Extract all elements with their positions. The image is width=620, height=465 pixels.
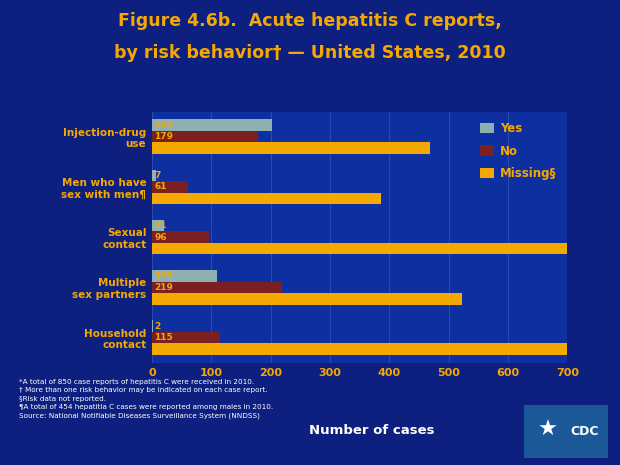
Text: Figure 4.6b.  Acute hepatitis C reports,: Figure 4.6b. Acute hepatitis C reports, [118, 12, 502, 30]
Bar [152, 220, 164, 232]
Text: 7: 7 [154, 171, 161, 180]
Text: Number of cases: Number of cases [309, 424, 435, 437]
Text: by risk behavior† — United States, 2010: by risk behavior† — United States, 2010 [114, 44, 506, 62]
Bar [152, 131, 258, 142]
Text: 733: 733 [154, 244, 173, 253]
Text: 469: 469 [154, 144, 173, 153]
Text: 96: 96 [154, 232, 167, 242]
Text: 219: 219 [154, 283, 173, 292]
Bar [152, 120, 272, 131]
Bar [152, 293, 462, 305]
Text: *A total of 850 case reports of hepatitis C were received in 2010.
† More than o: *A total of 850 case reports of hepatiti… [19, 379, 273, 419]
Text: 733: 733 [154, 345, 173, 354]
Bar [152, 170, 156, 181]
Text: 21: 21 [154, 221, 167, 230]
Bar [152, 270, 216, 282]
Text: 386: 386 [154, 194, 173, 203]
Bar [152, 243, 587, 254]
Text: 2: 2 [154, 321, 161, 331]
Text: 61: 61 [154, 182, 167, 192]
Bar [152, 181, 188, 193]
Bar [152, 332, 220, 343]
Text: 115: 115 [154, 333, 173, 342]
Text: 179: 179 [154, 132, 173, 141]
Legend: Yes, No, Missing§: Yes, No, Missing§ [476, 118, 561, 185]
Text: 202: 202 [154, 120, 173, 130]
Text: 522: 522 [154, 294, 173, 304]
Bar [152, 282, 282, 293]
Bar [152, 320, 153, 332]
Bar [152, 232, 209, 243]
Bar [152, 142, 430, 154]
Bar [152, 193, 381, 204]
Text: ★: ★ [538, 420, 557, 440]
Text: CDC: CDC [570, 425, 598, 438]
Text: 109: 109 [154, 271, 173, 280]
Bar [152, 343, 587, 355]
